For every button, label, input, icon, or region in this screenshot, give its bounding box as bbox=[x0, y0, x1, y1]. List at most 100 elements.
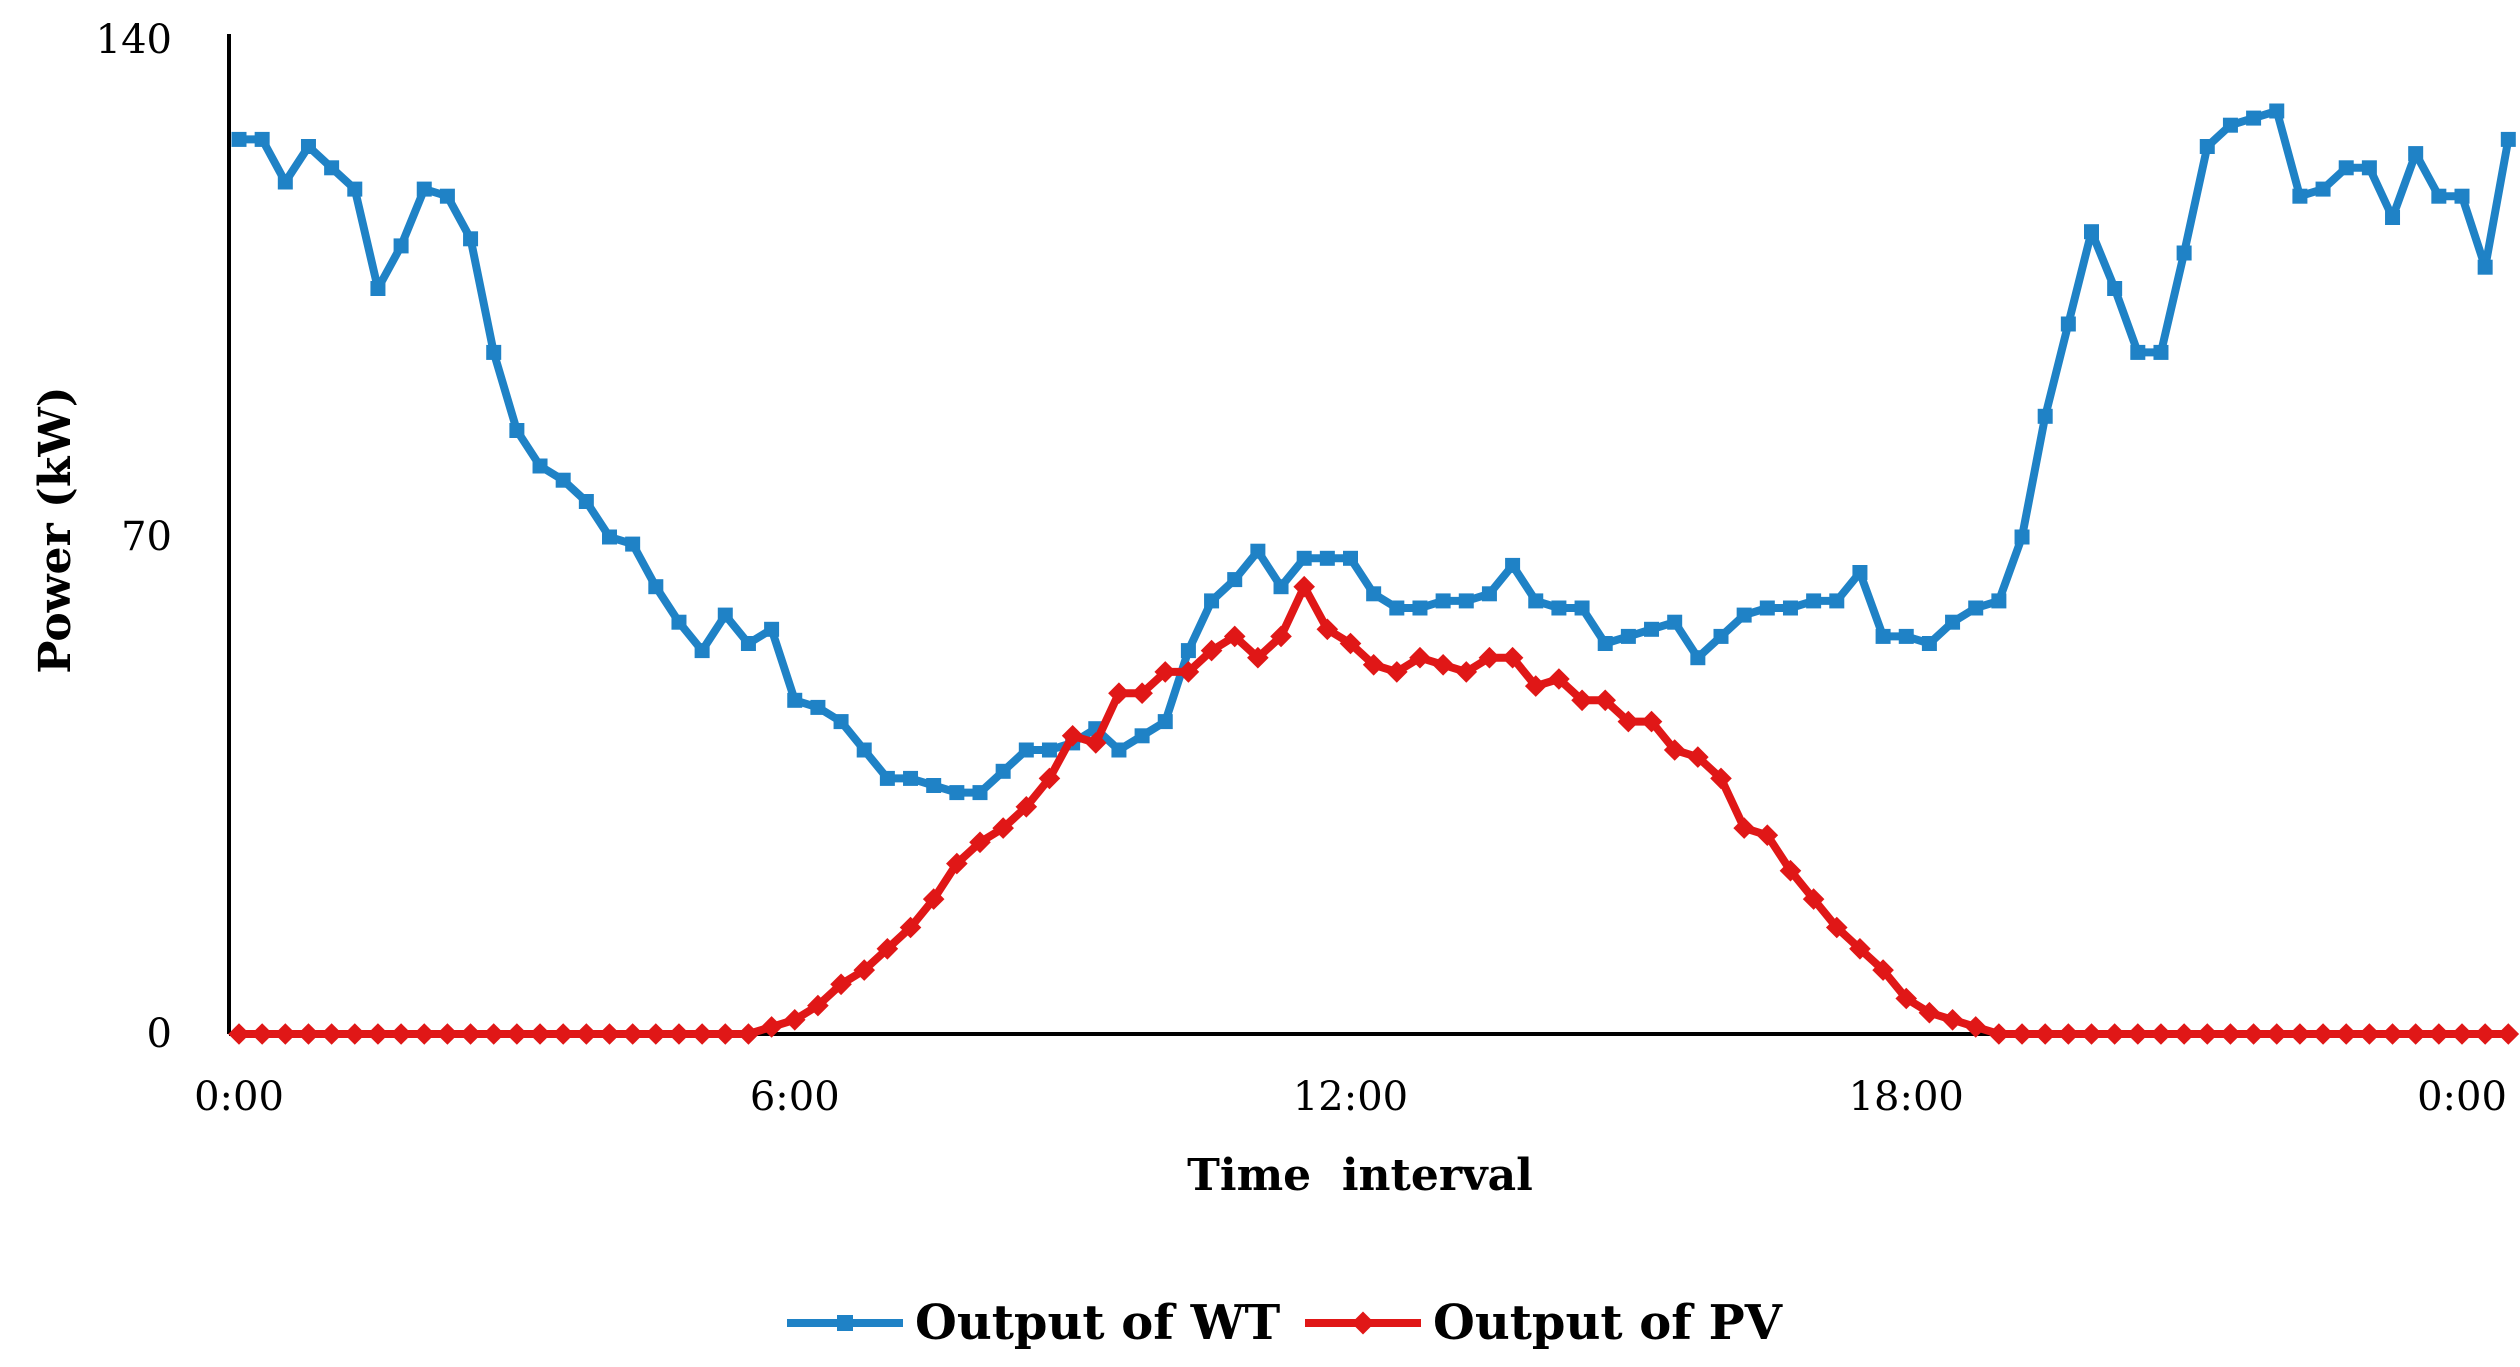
plot-area: 0 70 140 0:00 6:00 12:00 18:00 0:00 bbox=[96, 17, 2520, 1120]
data-point bbox=[2358, 1023, 2381, 1045]
x-axis-title: Time interval bbox=[1187, 1150, 1533, 1201]
data-point bbox=[532, 458, 548, 474]
data-point bbox=[2312, 1023, 2334, 1045]
data-point bbox=[1964, 1016, 1987, 1038]
data-point bbox=[231, 131, 247, 147]
data-point bbox=[1528, 593, 1544, 609]
data-point bbox=[1620, 628, 1636, 644]
data-point bbox=[436, 1023, 459, 1045]
data-point bbox=[2014, 529, 2030, 545]
data-point bbox=[1991, 593, 2007, 609]
data-point bbox=[2222, 117, 2238, 133]
data-point bbox=[879, 770, 895, 786]
data-point bbox=[992, 817, 1014, 839]
data-point bbox=[2080, 1023, 2103, 1045]
data-point bbox=[2084, 224, 2099, 240]
legend-label: Output of WT bbox=[915, 1295, 1281, 1351]
y-axis-ticks: 0 70 140 bbox=[96, 17, 172, 1057]
data-point bbox=[1759, 600, 1775, 616]
data-point bbox=[2034, 1023, 2056, 1045]
data-point bbox=[903, 770, 919, 786]
data-point bbox=[1736, 607, 1752, 623]
data-point bbox=[2500, 131, 2516, 147]
data-point bbox=[946, 852, 968, 875]
data-point bbox=[228, 1023, 250, 1045]
data-point bbox=[486, 344, 502, 360]
data-point bbox=[347, 181, 363, 197]
data-point bbox=[2428, 1023, 2450, 1045]
data-point bbox=[2408, 146, 2424, 162]
data-point bbox=[876, 938, 899, 960]
series-pv bbox=[228, 575, 2520, 1045]
data-point bbox=[1316, 618, 1339, 641]
data-point bbox=[320, 1023, 343, 1045]
data-point bbox=[1548, 668, 1570, 690]
data-point bbox=[1663, 739, 1686, 761]
data-point bbox=[1339, 632, 1362, 655]
data-point bbox=[1111, 742, 1127, 758]
data-point bbox=[856, 742, 872, 758]
data-point bbox=[1687, 746, 1709, 768]
data-point bbox=[1829, 593, 1845, 609]
data-point bbox=[251, 1023, 273, 1045]
data-point bbox=[1362, 654, 1385, 676]
data-point bbox=[764, 621, 780, 637]
data-point bbox=[2474, 1023, 2496, 1045]
x-tick-label: 6:00 bbox=[750, 1074, 840, 1120]
data-point bbox=[2335, 1023, 2358, 1045]
legend-label: Output of PV bbox=[1433, 1295, 1783, 1351]
data-point bbox=[1505, 557, 1521, 573]
data-point bbox=[853, 959, 876, 981]
data-point bbox=[2477, 259, 2493, 275]
data-point bbox=[625, 536, 641, 552]
data-point bbox=[1177, 661, 1200, 683]
data-point bbox=[2454, 188, 2470, 204]
data-point bbox=[783, 1009, 806, 1031]
data-point bbox=[1597, 636, 1613, 651]
data-point bbox=[1366, 586, 1382, 602]
legend: Output of WT Output of PV bbox=[787, 1295, 1783, 1351]
data-point bbox=[926, 778, 942, 793]
data-point bbox=[393, 238, 409, 254]
data-point bbox=[274, 1023, 297, 1045]
data-point bbox=[1594, 689, 1617, 712]
data-point bbox=[1921, 636, 1937, 651]
data-point bbox=[1968, 600, 1984, 616]
data-point bbox=[899, 916, 922, 939]
data-point bbox=[787, 692, 803, 708]
data-point bbox=[2431, 188, 2447, 204]
data-point bbox=[1409, 646, 1431, 669]
data-point bbox=[2269, 103, 2285, 119]
data-point bbox=[1710, 767, 1732, 790]
data-point bbox=[297, 1023, 320, 1045]
data-point bbox=[1343, 550, 1358, 566]
x-axis-ticks: 0:00 6:00 12:00 18:00 0:00 bbox=[194, 1074, 2507, 1120]
data-point bbox=[922, 888, 945, 910]
data-point bbox=[1501, 646, 1524, 669]
data-point bbox=[1849, 938, 1871, 960]
data-point bbox=[1270, 625, 1292, 648]
data-point bbox=[969, 831, 991, 854]
legend-item: Output of PV bbox=[1305, 1295, 1783, 1351]
data-point bbox=[1293, 575, 1315, 598]
data-point bbox=[367, 1023, 389, 1045]
data-point bbox=[1756, 824, 1779, 846]
data-point bbox=[1644, 621, 1660, 637]
data-point bbox=[717, 607, 733, 623]
series-line bbox=[239, 107, 2513, 797]
data-point bbox=[2057, 1023, 2080, 1045]
data-point bbox=[254, 131, 270, 147]
data-point bbox=[413, 1023, 436, 1045]
data-point bbox=[714, 1023, 737, 1045]
data-point bbox=[807, 994, 829, 1017]
data-point bbox=[1247, 646, 1269, 669]
data-point bbox=[506, 1023, 528, 1045]
data-point bbox=[2150, 1023, 2172, 1045]
data-point bbox=[1157, 714, 1173, 730]
x-tick-label: 0:00 bbox=[194, 1074, 284, 1120]
data-point bbox=[1084, 732, 1107, 754]
data-point bbox=[463, 231, 479, 247]
data-point bbox=[1180, 643, 1196, 659]
data-point bbox=[648, 579, 664, 595]
data-point bbox=[621, 1023, 644, 1045]
